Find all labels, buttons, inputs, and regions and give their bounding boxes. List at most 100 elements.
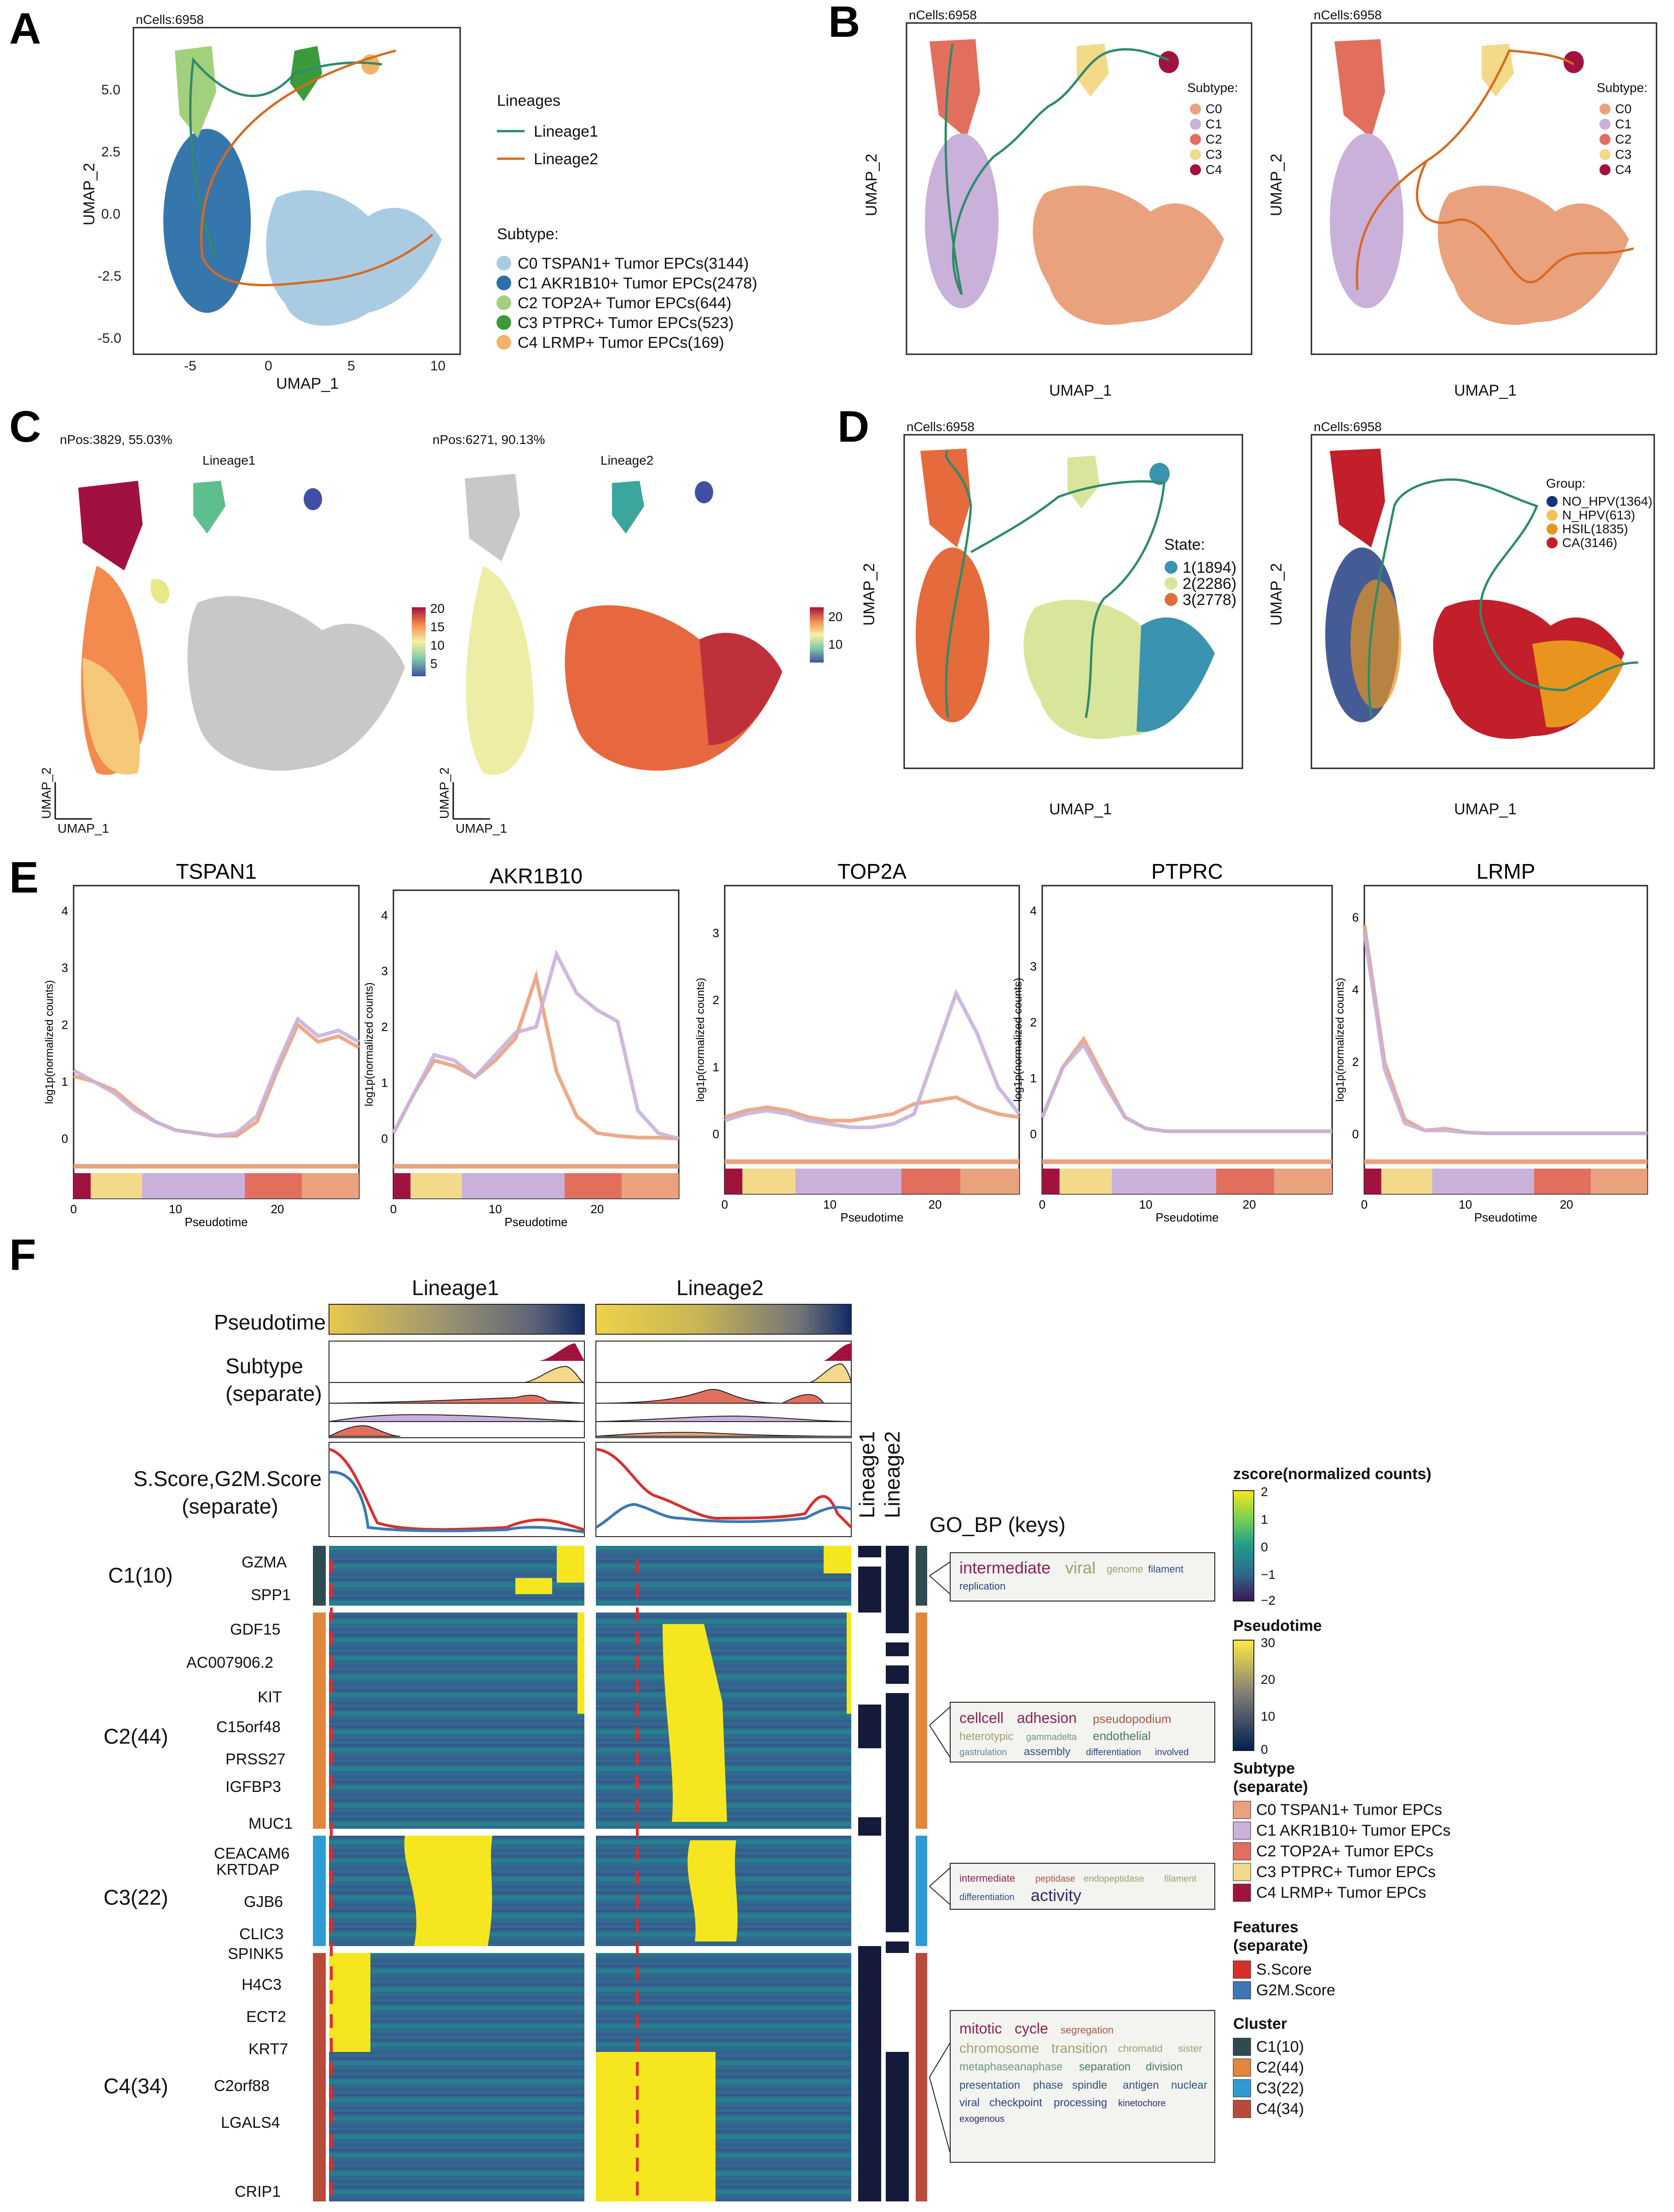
a-xtick: -5: [184, 358, 196, 374]
e-strip-seg: [795, 1169, 901, 1194]
e-frame-2: [724, 885, 1020, 1195]
c-right-red: [699, 633, 782, 745]
c-left-teal: [193, 481, 225, 534]
e-strip-seg: [1534, 1169, 1591, 1194]
go-connector: [929, 1706, 951, 1758]
c-cbar-right-tick: 20: [828, 610, 843, 624]
e-strip-seg: [245, 1173, 302, 1198]
gene-label: LGALS4: [221, 2114, 280, 2131]
f-go-bar-c2: [916, 1613, 927, 1829]
go-term: filament: [1164, 1874, 1196, 1884]
b-left-key-c4: [1190, 164, 1201, 175]
ridge-l1-c0: [329, 1425, 401, 1437]
pt-tick: 0: [1261, 1742, 1268, 1757]
e-xtick: 10: [1139, 1198, 1153, 1211]
go-term: heterotypic: [959, 1730, 1013, 1743]
a-xlabel: UMAP_1: [276, 375, 339, 392]
e-xtick: 0: [722, 1198, 728, 1211]
panel-d-right-frame: [1310, 434, 1655, 769]
gene-label: CLIC3: [239, 1925, 283, 1943]
d-left-s3a: [920, 449, 971, 547]
b-right-leg-c1: C1: [1615, 117, 1632, 131]
b-left-c1: [925, 133, 999, 308]
f-lineage1-title: Lineage1: [412, 1276, 499, 1300]
e-series-Lineage1: [1362, 924, 1647, 1135]
b-right-xlabel: UMAP_1: [1454, 382, 1517, 399]
e-series-Lineage1: [392, 969, 679, 1141]
e-ytick: 6: [1352, 910, 1359, 924]
gene-label: C15orf48: [216, 1718, 281, 1736]
c-right-colorbar: [810, 607, 824, 662]
go-term: division: [1146, 2061, 1183, 2073]
c-title-left: Lineage1: [202, 453, 255, 467]
f-cl2: C2(44): [1256, 2059, 1304, 2076]
e-xlabel: Pseudotime: [840, 1210, 903, 1224]
ridge-l2-c1: [595, 1415, 852, 1422]
e-ytick: 3: [62, 961, 68, 975]
go-term: endothelial: [1093, 1729, 1151, 1743]
pt-title: Pseudotime: [1233, 1617, 1322, 1635]
d-state-title: State:: [1164, 536, 1205, 553]
hm-l1-c4-hot: [329, 1953, 370, 2052]
e-strip-seg: [1364, 1169, 1381, 1194]
e-series-Lineage2: [1040, 1041, 1332, 1133]
c-cbar-left-tick: 20: [430, 601, 444, 616]
zscore-title: zscore(normalized counts): [1233, 1465, 1432, 1483]
e-strip-seg: [410, 1173, 462, 1198]
ridge-l2-c2: [595, 1388, 851, 1404]
panel-letter-a: A: [9, 4, 41, 53]
pt-colorbar: [1233, 1640, 1254, 1751]
ridge-l1-c2: [329, 1394, 585, 1404]
e-xtick: 10: [823, 1198, 837, 1211]
e-strip-seg: [462, 1173, 565, 1198]
d-left-ylabel: UMAP_2: [860, 563, 878, 626]
gene-label: ECT2: [246, 2008, 286, 2026]
go-term: metaphaseanaphase: [959, 2061, 1062, 2073]
b-right-c1: [1330, 133, 1403, 308]
b-left-leg-c2: C2: [1206, 132, 1222, 146]
f-gobp-title: GO_BP (keys): [929, 1513, 1066, 1537]
pt-tick: 20: [1261, 1672, 1275, 1687]
b-right-lineage: [1356, 49, 1634, 290]
f-lin-gap: [886, 1656, 909, 1665]
f-sub-c1-key: [1233, 1821, 1251, 1840]
panel-letter-e: E: [9, 853, 39, 902]
e-strip-seg: [1274, 1169, 1332, 1194]
hm-l2-c2-hot: [663, 1624, 727, 1822]
zscore-tick: 0: [1261, 1540, 1268, 1554]
e-strip-seg: [901, 1169, 960, 1194]
f-g2m-l1: [329, 1470, 585, 1533]
f-lin-gap: [858, 1557, 881, 1567]
d-group-no-key: [1547, 496, 1558, 507]
b-right-c0: [1437, 185, 1629, 325]
e-strip-seg: [565, 1173, 622, 1198]
e-ytick: 1: [62, 1075, 68, 1089]
e-xtick: 20: [929, 1198, 942, 1211]
f-lin-gap: [886, 1953, 909, 2052]
b-right-key-c4: [1599, 164, 1611, 175]
d-group-hsil: HSIL(1835): [1562, 522, 1628, 536]
e-xtick: 0: [1039, 1198, 1045, 1211]
go-term: cellcell: [959, 1710, 1004, 1726]
hm-l2-c3-hot: [687, 1840, 738, 1941]
e-series-Lineage2: [724, 988, 1021, 1129]
f-cluster-label: C2(44): [104, 1724, 168, 1748]
f-lineage2-col: [886, 1546, 909, 2201]
go-term: differentiation: [959, 1892, 1015, 1902]
e-ytick: 0: [1030, 1127, 1037, 1141]
legend-a-c3-key: [496, 315, 511, 330]
go-term: involved: [1155, 1747, 1189, 1757]
go-term: replication: [959, 1580, 1005, 1592]
d-state1: 1(1894): [1183, 559, 1236, 576]
f-rot-lineage1: Lineage1: [855, 1431, 879, 1518]
f-g2m-l2: [595, 1503, 852, 1529]
go-term: intermediate: [959, 1558, 1051, 1577]
d-state3-key: [1165, 593, 1178, 606]
b-left-leg-c4: C4: [1206, 162, 1222, 177]
f-rot-lineage2: Lineage2: [880, 1431, 904, 1518]
a-ytick: -5.0: [98, 331, 121, 346]
d-right-trajectory: [1368, 478, 1639, 718]
hm-l1-c1-hot2: [515, 1578, 552, 1594]
e-title-4: LRMP: [1477, 859, 1535, 883]
